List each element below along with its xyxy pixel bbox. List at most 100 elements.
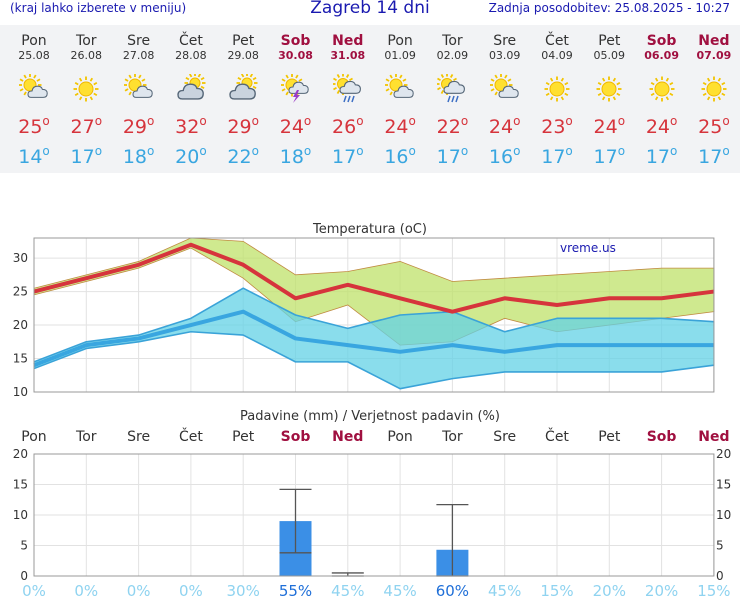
sun-cloud-rain-icon xyxy=(436,73,467,104)
day-axis-label: Pon xyxy=(21,429,46,445)
precipitation-probability: 15% xyxy=(697,582,730,600)
precipitation-probability: 0% xyxy=(74,582,98,600)
day-axis-label: Čet xyxy=(179,427,203,445)
min-temp: 17o xyxy=(332,144,364,168)
location-hint[interactable]: (kraj lahko izberete v meniju) xyxy=(10,1,187,15)
min-temp: 16o xyxy=(488,144,521,168)
sun-cloud-icon xyxy=(489,73,520,104)
day-axis-label: Ned xyxy=(698,429,729,445)
y-tick-label: 25 xyxy=(13,285,28,299)
sun-icon xyxy=(647,74,677,104)
day-name: Sre xyxy=(493,33,517,49)
day-name: Tor xyxy=(442,33,463,49)
min-temp-upper-line xyxy=(33,287,714,363)
precipitation-probability: 45% xyxy=(331,582,364,600)
max-temp: 25o xyxy=(18,114,50,138)
min-temp: 20o xyxy=(175,144,207,168)
min-temp-lower-line xyxy=(33,330,715,390)
min-temp: 17o xyxy=(436,144,469,168)
y-tick-label: 10 xyxy=(13,385,28,399)
y-tick-label-right: 0 xyxy=(716,569,724,583)
top-bar: (kraj lahko izberete v meniju) Zagreb 14… xyxy=(0,0,740,20)
sun-cloud-icon xyxy=(123,73,154,104)
day-axis-label: Pon xyxy=(387,429,412,445)
day-axis-label: Ned xyxy=(332,429,363,445)
sun-icon xyxy=(542,74,572,104)
precipitation-probability: 45% xyxy=(488,582,521,600)
day-axis-label: Sob xyxy=(647,429,677,445)
sun-cloud-rain-icon xyxy=(331,73,363,104)
y-tick-label-right: 20 xyxy=(716,447,731,461)
cloud-sun-icon xyxy=(228,72,258,104)
y-tick-label-right: 5 xyxy=(716,539,724,553)
min-temp: 17o xyxy=(593,144,626,168)
day-name: Pon xyxy=(21,33,47,49)
day-name: Sob xyxy=(646,33,677,49)
precipitation-probability: 20% xyxy=(593,582,626,600)
page-title: Zagreb 14 dni xyxy=(310,0,430,18)
precipitation-probability: 45% xyxy=(383,582,416,600)
day-date: 01.09 xyxy=(384,49,416,62)
day-name: Pet xyxy=(232,33,255,49)
day-name: Čet xyxy=(545,33,569,49)
precipitation-probability: 0% xyxy=(179,582,203,600)
watermark-text: vreme.us xyxy=(560,241,616,255)
day-axis-label: Pet xyxy=(598,429,621,445)
y-tick-label: 20 xyxy=(13,318,28,332)
y-tick-label: 0 xyxy=(20,569,28,583)
max-temp: 24o xyxy=(279,114,312,138)
precipitation-chart-title: Padavine (mm) / Verjetnost padavin (%) xyxy=(240,409,500,424)
y-tick-label: 20 xyxy=(13,447,28,461)
day-date: 30.08 xyxy=(278,49,313,62)
min-temp: 22o xyxy=(227,144,259,168)
sun-cloud-icon xyxy=(384,73,415,104)
y-tick-label: 5 xyxy=(20,539,28,553)
day-date: 29.08 xyxy=(227,49,259,62)
day-axis-label: Čet xyxy=(545,427,569,445)
day-name: Ned xyxy=(332,33,364,49)
y-tick-label: 15 xyxy=(13,478,28,492)
day-date: 02.09 xyxy=(436,49,469,62)
max-temp: 26o xyxy=(332,114,364,138)
day-axis-label: Tor xyxy=(441,429,463,445)
max-temp: 32o xyxy=(175,114,207,138)
min-temp: 17o xyxy=(645,144,678,168)
min-temp: 17o xyxy=(698,144,730,168)
max-temp: 27o xyxy=(70,114,103,138)
day-name: Sob xyxy=(280,33,311,49)
max-temp: 24o xyxy=(488,114,521,138)
day-name: Tor xyxy=(76,33,97,49)
day-name: Čet xyxy=(178,33,203,49)
day-date: 25.08 xyxy=(18,49,50,62)
y-tick-label-right: 10 xyxy=(716,508,731,522)
max-temp: 29o xyxy=(227,114,259,138)
precipitation-probability: 15% xyxy=(540,582,573,600)
y-tick-label-right: 15 xyxy=(716,478,731,492)
precipitation-grid xyxy=(33,453,715,577)
day-date: 04.09 xyxy=(541,49,573,62)
day-axis-label: Tor xyxy=(75,429,97,445)
day-axis-label: Sre xyxy=(127,429,150,445)
precipitation-probability: 0% xyxy=(22,582,46,600)
day-axis-label: Sob xyxy=(281,429,311,445)
precipitation-probability: 20% xyxy=(645,582,678,600)
max-temp: 25o xyxy=(698,114,730,138)
min-temp: 14o xyxy=(18,144,50,168)
day-name: Pon xyxy=(387,33,413,49)
forecast-charts: Temperatura (oC) 10 15 20 25 30 vreme.us Padavi… xyxy=(13,222,732,600)
max-temp-line xyxy=(33,242,715,314)
day-date: 05.09 xyxy=(593,49,626,62)
last-updated: Zadnja posodobitev: 25.08.2025 - 10:27 xyxy=(488,1,730,15)
temperature-plot-frame xyxy=(33,237,715,393)
min-temp: 18o xyxy=(279,144,312,168)
precipitation-probability: 55% xyxy=(279,582,312,600)
day-date: 28.08 xyxy=(175,49,207,62)
cloud-sun-icon xyxy=(176,72,206,104)
day-name: Ned xyxy=(698,33,730,49)
day-axis-label: Pet xyxy=(232,429,255,445)
precipitation-probability: 30% xyxy=(227,582,260,600)
y-tick-label: 15 xyxy=(13,352,28,366)
max-temp: 24o xyxy=(384,114,416,138)
max-temp: 24o xyxy=(645,114,678,138)
day-date: 27.08 xyxy=(122,49,155,62)
